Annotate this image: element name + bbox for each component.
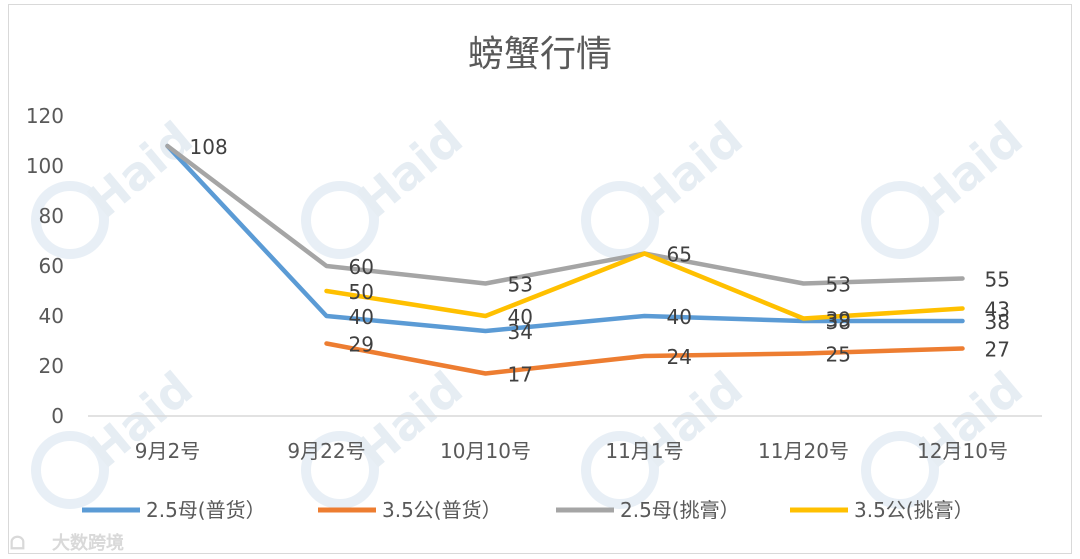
watermark-logo-icon	[581, 181, 659, 259]
watermark: Haid	[31, 111, 203, 259]
y-tick-label: 60	[39, 254, 64, 278]
legend-label: 3.5公(普货）	[382, 498, 502, 522]
data-label: 53	[508, 273, 533, 297]
data-label: 25	[826, 343, 851, 367]
legend-item: 3.5公(普货）	[318, 498, 502, 522]
watermark-logo-icon	[301, 431, 379, 509]
watermark-logo-icon	[581, 431, 659, 509]
data-label: 40	[667, 305, 692, 329]
watermark: Haid	[581, 361, 753, 509]
data-label: 34	[508, 320, 533, 344]
data-label: 60	[349, 255, 374, 279]
series-layer	[165, 143, 965, 376]
watermark: Haid	[31, 361, 203, 509]
legend-item: 2.5母(普货）	[82, 498, 266, 522]
legend-label: 2.5母(挑膏）	[620, 498, 740, 522]
data-label: 38	[985, 310, 1010, 334]
y-tick-label: 0	[51, 404, 64, 428]
x-tick-label: 12月10号	[917, 439, 1008, 463]
data-label: 29	[349, 333, 374, 357]
watermark: Haid	[861, 111, 1033, 259]
series-line	[165, 143, 965, 334]
data-label: 40	[508, 305, 533, 329]
x-axis: 9月2号 9月22号 10月10号 11月1号 11月20号 12月10号	[135, 439, 1008, 463]
watermark-text: Haid	[907, 111, 1032, 228]
data-labels-layer: 1086050402953403417654024533938255543382…	[190, 135, 1010, 387]
y-tick-label: 20	[39, 354, 64, 378]
watermark-logo-icon	[31, 431, 109, 509]
chart-title: 螃蟹行情	[468, 34, 612, 75]
series-line	[324, 251, 965, 321]
y-tick-label: 120	[26, 104, 64, 128]
watermark-logo-icon	[301, 181, 379, 259]
x-tick-label: 9月22号	[287, 439, 365, 463]
data-label: 24	[667, 345, 692, 369]
x-tick-label: 11月1号	[605, 439, 683, 463]
legend-label: 2.5母(普货）	[146, 498, 266, 522]
data-label: 108	[190, 135, 228, 159]
data-label: 38	[826, 310, 851, 334]
watermark-logo-icon	[31, 181, 109, 259]
x-tick-label: 10月10号	[440, 439, 531, 463]
watermark-logo-icon	[861, 181, 939, 259]
watermark-text: Haid	[77, 111, 202, 228]
data-label: 39	[826, 308, 851, 332]
corner-brand-text: 大数跨境	[52, 532, 124, 554]
y-tick-label: 40	[39, 304, 64, 328]
watermark: Haid	[301, 361, 473, 509]
legend-item: 2.5母(挑膏）	[556, 498, 740, 522]
data-label: 53	[826, 273, 851, 297]
watermark: Haid	[301, 111, 473, 259]
legend: 2.5母(普货） 3.5公(普货） 2.5母(挑膏） 3.5公(挑膏）	[82, 498, 974, 522]
data-label: 43	[985, 298, 1010, 322]
x-tick-label: 11月20号	[758, 439, 849, 463]
series-line	[324, 341, 965, 376]
data-label: 17	[508, 363, 533, 387]
legend-item: 3.5公(挑膏）	[790, 498, 974, 522]
y-tick-label: 100	[26, 154, 64, 178]
corner-brand-icon: ᗝ	[10, 533, 25, 554]
watermark: Haid	[861, 361, 1033, 509]
data-label: 27	[985, 338, 1010, 362]
watermark-logo-icon	[861, 431, 939, 509]
corner-brand: ᗝ 大数跨境	[10, 532, 124, 554]
y-tick-label: 80	[39, 204, 64, 228]
data-label: 55	[985, 268, 1010, 292]
watermark-text: Haid	[347, 111, 472, 228]
data-label: 40	[349, 305, 374, 329]
y-axis: 0 20 40 60 80 100 120	[26, 104, 64, 428]
legend-label: 3.5公(挑膏）	[854, 498, 974, 522]
data-label: 65	[667, 243, 692, 267]
data-label: 50	[349, 280, 374, 304]
x-tick-label: 9月2号	[135, 439, 200, 463]
series-line	[165, 143, 965, 286]
watermark-text: Haid	[627, 111, 752, 228]
watermark: Haid	[581, 111, 753, 259]
